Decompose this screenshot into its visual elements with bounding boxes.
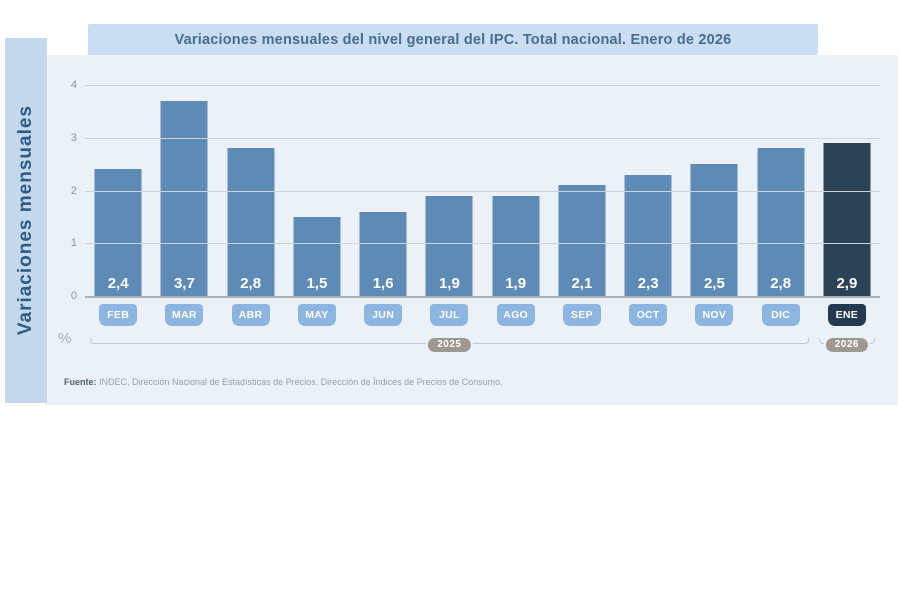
bar-column: 2,8 [748, 85, 814, 296]
gridline [85, 243, 880, 245]
bar-value-label: 2,1 [571, 275, 593, 292]
month-badge: FEB [99, 304, 138, 326]
bar: 2,4 [94, 169, 142, 296]
bar-column: 2,3 [615, 85, 681, 296]
y-tick-label: 2 [70, 184, 77, 197]
source-note: Fuente: INDEC, Dirección Nacional de Est… [64, 377, 503, 387]
badge-column: OCT [615, 304, 681, 326]
badge-column: JUL [416, 304, 482, 326]
badge-column: MAY [284, 304, 350, 326]
y-tick-label: 1 [70, 237, 77, 250]
bar-value-label: 1,9 [438, 275, 460, 292]
year-pill: 2025 [426, 336, 473, 354]
month-badge: ENE [827, 304, 866, 326]
month-badge: DIC [761, 304, 800, 326]
badge-column: MAR [151, 304, 217, 326]
bar: 1,9 [425, 195, 473, 296]
bar: 1,9 [492, 195, 540, 296]
month-badge: MAY [297, 304, 336, 326]
y-tick-label: 0 [70, 290, 77, 302]
y-axis-title: Variaciones mensuales [15, 105, 36, 336]
bar-value-label: 1,5 [306, 275, 328, 292]
month-badge: OCT [629, 304, 668, 326]
gridline [85, 85, 880, 86]
bar-column: 1,9 [416, 85, 482, 296]
sidebar-strip: Variaciones mensuales [5, 38, 47, 403]
bar-value-label: 2,5 [703, 275, 725, 292]
month-badge: NOV [695, 304, 734, 326]
badge-column: ABR [218, 304, 284, 326]
bar-column: 3,7 [151, 85, 217, 296]
month-badge: AGO [496, 304, 535, 326]
badge-column: JUN [350, 304, 416, 326]
y-tick-label: 4 [70, 79, 77, 91]
bar: 2,3 [624, 174, 672, 296]
badge-column: FEB [85, 304, 151, 326]
bar-value-label: 3,7 [173, 275, 195, 292]
bar: 2,8 [227, 148, 275, 296]
month-badge: MAR [165, 304, 204, 326]
bar: 2,1 [558, 185, 606, 296]
bar-column: 2,8 [218, 85, 284, 296]
bar-value-label: 2,3 [637, 275, 659, 292]
bar: 3,7 [160, 100, 208, 296]
badge-column: AGO [483, 304, 549, 326]
source-text: INDEC, Dirección Nacional de Estadística… [96, 377, 503, 387]
bar-value-label: 2,8 [770, 275, 792, 292]
bar-column: 1,6 [350, 85, 416, 296]
bar: 2,9 [823, 143, 871, 296]
bar-value-label: 1,9 [505, 275, 527, 292]
bar-column: 1,9 [483, 85, 549, 296]
gridline [85, 190, 880, 192]
bar: 2,5 [690, 164, 738, 296]
bar: 1,5 [293, 216, 341, 296]
y-tick-label: 3 [70, 131, 77, 144]
source-label: Fuente: [64, 377, 97, 387]
bar: 1,6 [359, 211, 407, 296]
month-badges-row: FEB MAR ABR MAY JUN JUL AGO SEP OCT NOV DIC ENE [85, 304, 880, 326]
bar: 2,8 [757, 148, 805, 296]
x-axis-line [85, 296, 880, 298]
bar-value-label: 2,4 [107, 275, 129, 292]
chart-title-bar: Variaciones mensuales del nivel general … [88, 24, 818, 55]
bar-column: 2,9 [814, 85, 880, 296]
unit-label: % [58, 330, 72, 347]
badge-column: NOV [681, 304, 747, 326]
year-pill: 2026 [823, 336, 870, 354]
bar-value-label: 1,6 [372, 275, 394, 292]
month-badge: JUL [430, 304, 469, 326]
chart-title: Variaciones mensuales del nivel general … [174, 31, 732, 48]
month-badge: ABR [231, 304, 270, 326]
gridline [85, 137, 880, 139]
bar-value-label: 2,9 [836, 275, 858, 292]
bar-value-label: 2,8 [240, 275, 262, 292]
badge-column: ENE [814, 304, 880, 326]
bar-column: 1,5 [284, 85, 350, 296]
bar-column: 2,5 [681, 85, 747, 296]
badge-column: DIC [748, 304, 814, 326]
month-badge: JUN [364, 304, 403, 326]
bar-column: 2,1 [549, 85, 615, 296]
badge-column: SEP [549, 304, 615, 326]
month-badge: SEP [562, 304, 601, 326]
